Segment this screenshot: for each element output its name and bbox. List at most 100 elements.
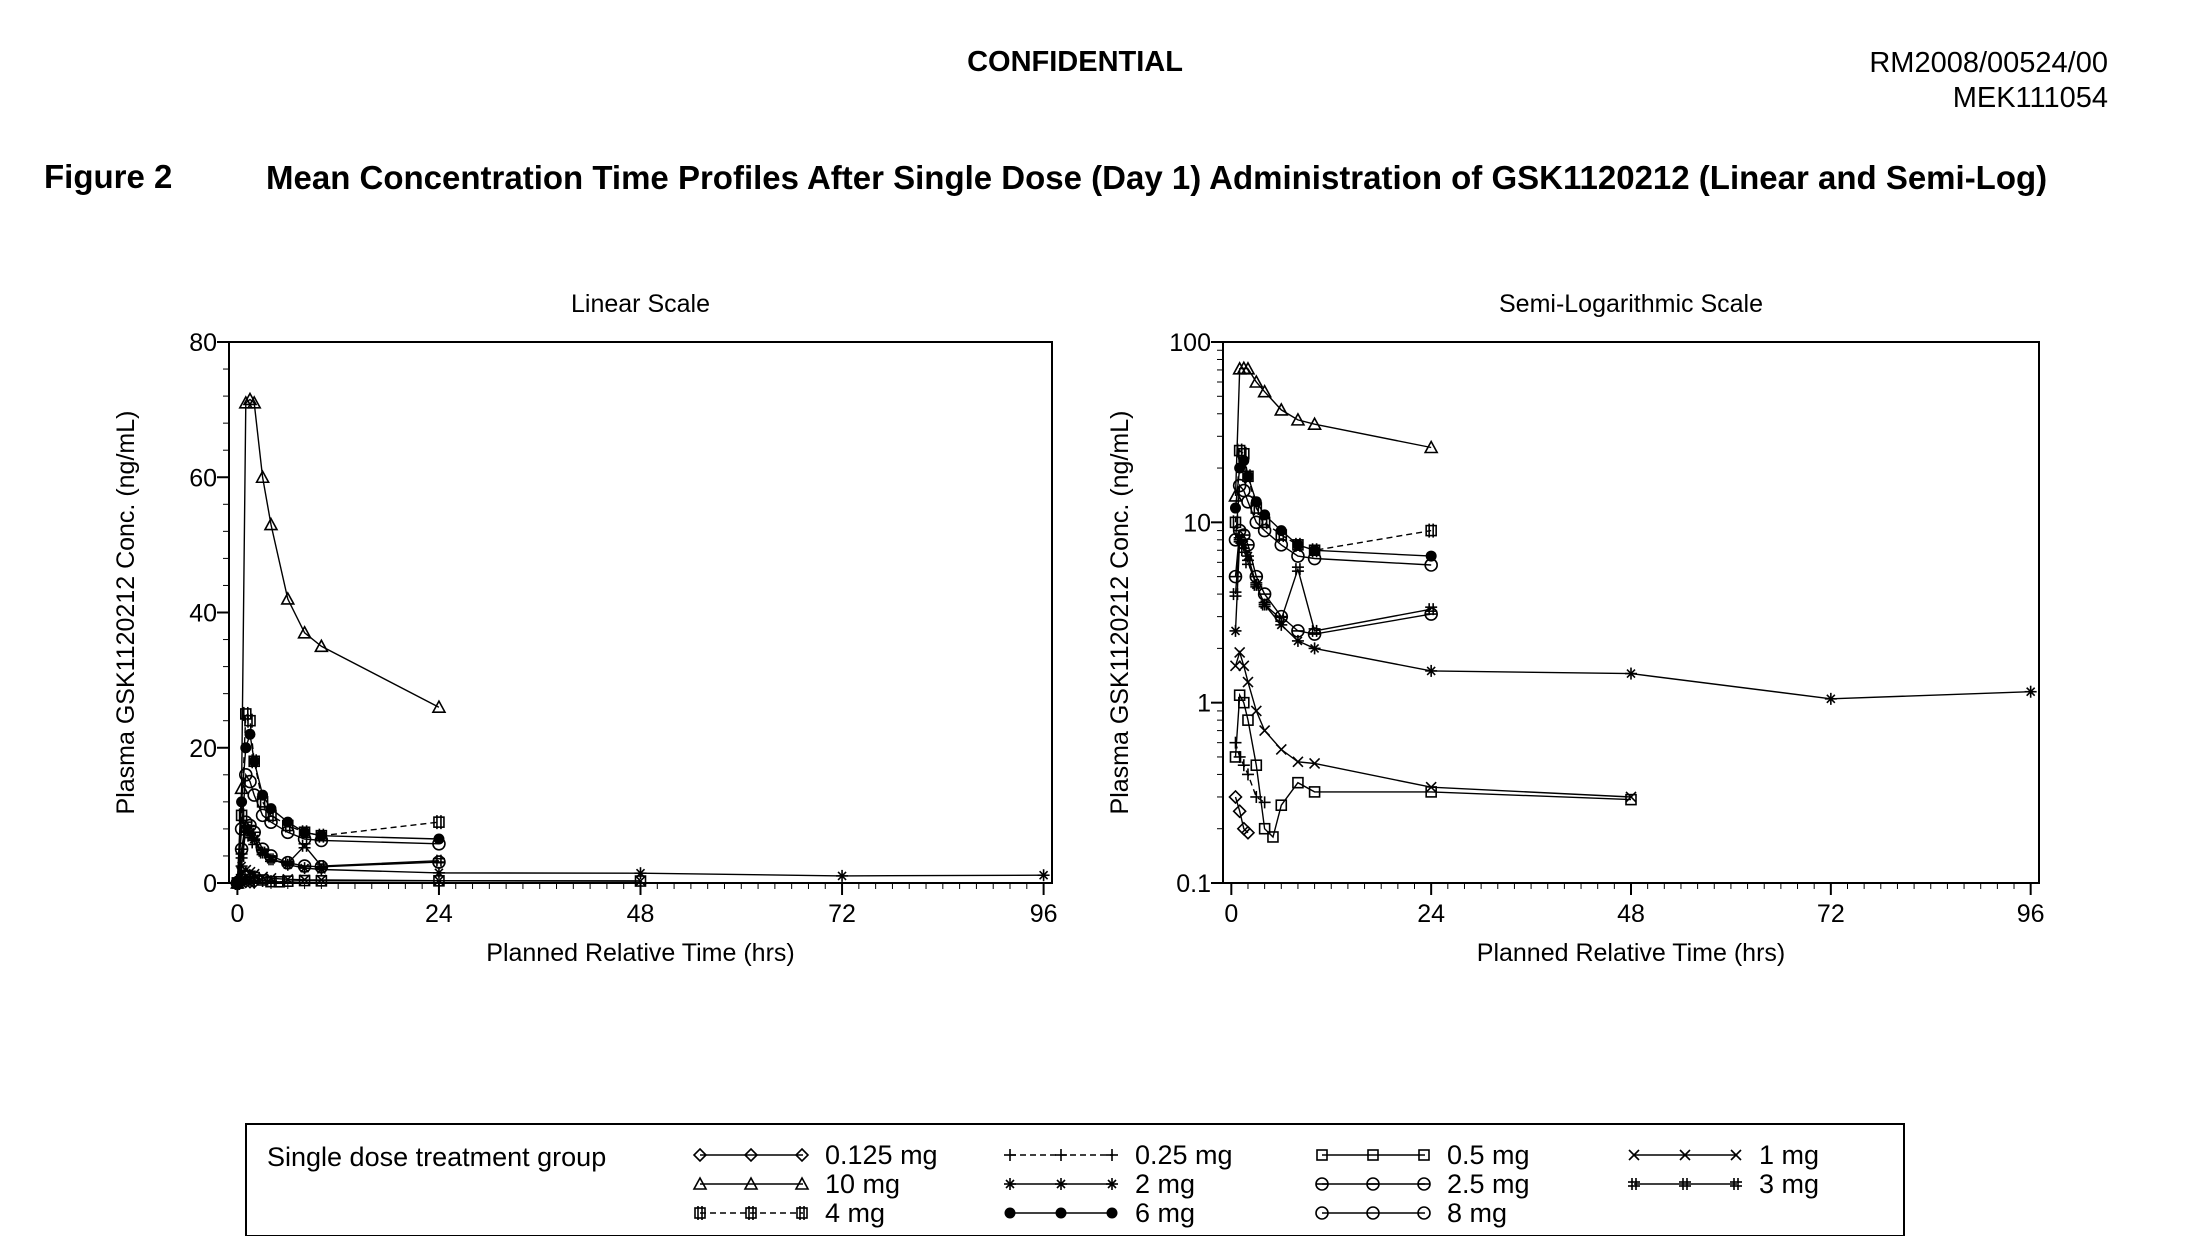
series-8-mg <box>1228 478 1438 572</box>
data-point <box>1425 781 1437 793</box>
data-point <box>247 788 261 802</box>
data-point <box>1259 509 1271 521</box>
x-tick-label: 24 <box>425 900 453 928</box>
series-line <box>1234 692 1632 839</box>
legend-entry-4-mg: 4 mg <box>694 1198 885 1228</box>
data-point <box>2024 685 2037 698</box>
legend-entry-8-mg: 8 mg <box>1315 1198 1507 1228</box>
data-point <box>1425 603 1438 616</box>
y-tick-label: 60 <box>189 464 217 492</box>
legend-label: 1 mg <box>1759 1140 1819 1170</box>
legend-marker <box>1004 1178 1016 1190</box>
data-point <box>1241 556 1254 569</box>
data-point <box>1229 624 1242 637</box>
series-2-mg <box>1229 533 2037 705</box>
data-point <box>1241 768 1254 781</box>
data-point <box>1275 743 1287 756</box>
figure-label: Figure 2 <box>44 158 173 195</box>
data-point <box>1249 515 1264 530</box>
marker-shape <box>1679 1149 1691 1161</box>
marker-shape <box>694 1207 706 1219</box>
data-point <box>1292 776 1304 789</box>
data-point <box>315 874 327 886</box>
plot-frame <box>228 341 1053 884</box>
legend-marker <box>692 1176 708 1190</box>
legend-entry-2-5-mg: 2.5 mg <box>1315 1169 1530 1199</box>
legend-marker <box>1106 1207 1118 1219</box>
data-point <box>1291 563 1304 576</box>
data-point <box>265 803 277 815</box>
marker-shape <box>1826 694 1836 704</box>
x-axis-label: Planned Relative Time (hrs) <box>1477 939 1785 967</box>
y-tick-label: 0 <box>203 870 217 898</box>
series-10-mg <box>230 391 447 889</box>
marker-shape <box>1242 714 1254 726</box>
data-point <box>282 816 294 828</box>
legend-marker <box>1315 1177 1329 1191</box>
series-1-mg <box>231 864 647 889</box>
series-line <box>1234 449 1432 552</box>
legend-marker <box>1055 1149 1067 1161</box>
marker-shape <box>1423 439 1439 454</box>
legend-label: 8 mg <box>1447 1198 1507 1228</box>
marker-shape <box>1238 455 1250 467</box>
data-point <box>281 875 294 887</box>
marker-shape <box>743 1147 759 1163</box>
marker-shape <box>297 625 312 639</box>
data-point <box>1238 660 1250 672</box>
marker-shape <box>238 767 253 782</box>
data-point <box>1228 569 1243 584</box>
marker-shape <box>796 1207 808 1219</box>
legend-marker <box>745 1206 757 1220</box>
legend-entry-0-5-mg: 0.5 mg <box>1316 1140 1530 1170</box>
x-tick-label: 72 <box>828 900 856 928</box>
data-point <box>1309 757 1321 770</box>
data-point <box>1308 642 1321 655</box>
marker-shape <box>248 755 260 767</box>
marker-shape <box>1229 751 1242 763</box>
marker-shape <box>1292 776 1304 789</box>
marker-shape <box>692 1176 708 1190</box>
data-point <box>1229 736 1242 749</box>
data-point <box>433 875 445 887</box>
y-tick-label: 80 <box>189 329 217 357</box>
marker-shape <box>1238 696 1250 709</box>
marker-shape <box>1233 444 1246 457</box>
marker-shape <box>243 774 257 789</box>
data-point <box>248 755 260 767</box>
data-point <box>1308 786 1321 798</box>
data-point <box>432 854 445 867</box>
marker-shape <box>1425 524 1437 537</box>
marker-shape <box>240 742 252 754</box>
marker-shape <box>837 871 847 881</box>
marker-shape <box>315 875 328 887</box>
series-8-mg <box>230 767 446 890</box>
legend-marker <box>694 1206 706 1220</box>
chart-title: Semi-Logarithmic Scale <box>1499 290 1763 318</box>
marker-shape <box>265 875 277 888</box>
marker-shape <box>1259 509 1271 521</box>
legend-label: 0.5 mg <box>1447 1140 1530 1170</box>
marker-shape <box>743 1176 759 1190</box>
marker-shape <box>1625 793 1637 806</box>
data-point <box>246 395 262 409</box>
marker-shape <box>1055 1207 1067 1219</box>
data-point <box>433 833 445 845</box>
marker-shape <box>265 872 277 884</box>
data-point <box>299 874 311 886</box>
data-point <box>431 699 447 713</box>
marker-shape <box>231 877 243 889</box>
legend: Single dose treatment group 0.125 mg 0.25 … <box>245 1123 1905 1236</box>
data-point <box>1275 799 1288 812</box>
chart-linear-scale: Linear Scale 0 24 48 72 96 0 20 40 60 80 Planned Re… <box>112 290 1058 967</box>
marker-shape <box>1418 1149 1430 1161</box>
marker-shape <box>1275 743 1287 756</box>
marker-shape <box>1106 1207 1118 1219</box>
marker-shape <box>1229 660 1242 672</box>
data-point <box>1824 692 1837 705</box>
data-point <box>433 815 445 830</box>
marker-shape <box>248 871 260 884</box>
marker-shape <box>1267 831 1279 843</box>
marker-shape <box>1293 636 1303 646</box>
data-point <box>256 874 269 886</box>
